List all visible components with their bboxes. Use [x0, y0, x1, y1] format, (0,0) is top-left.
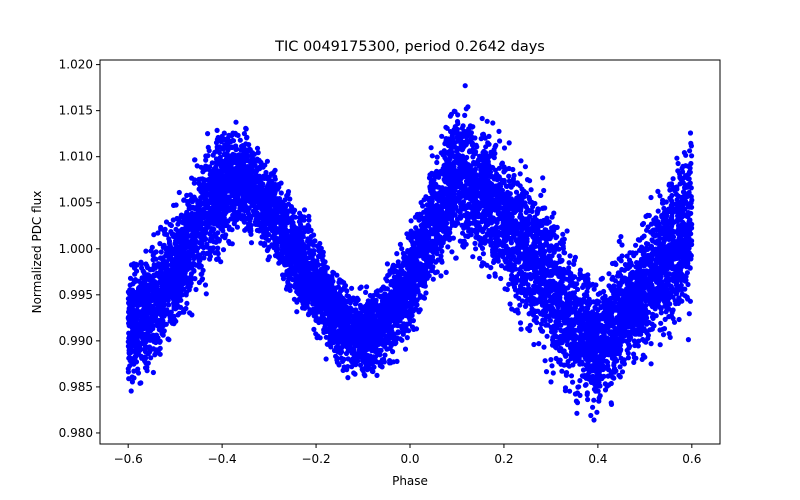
y-axis-label: Normalized PDC flux: [30, 191, 44, 314]
x-tick-label: −0.6: [114, 452, 143, 466]
y-tick-label: 1.020: [59, 58, 93, 72]
x-tick-label: 0.2: [494, 452, 513, 466]
y-tick-label: 0.990: [59, 334, 93, 348]
x-tick-label: 0.4: [588, 452, 607, 466]
x-tick-label: −0.4: [208, 452, 237, 466]
y-tick-label: 1.000: [59, 242, 93, 256]
x-axis-label: Phase: [392, 474, 428, 488]
data-points: [125, 83, 695, 423]
y-tick-label: 1.005: [59, 196, 93, 210]
y-tick-label: 0.980: [59, 426, 93, 440]
scatter-series: [125, 83, 695, 423]
y-tick-label: 0.995: [59, 288, 93, 302]
x-tick-label: 0.6: [682, 452, 701, 466]
chart-title: TIC 0049175300, period 0.2642 days: [274, 39, 545, 55]
y-tick-label: 0.985: [59, 380, 93, 394]
y-tick-label: 1.010: [59, 150, 93, 164]
y-tick-label: 1.015: [59, 104, 93, 118]
x-tick-label: 0.0: [400, 452, 419, 466]
x-axis: −0.6 −0.4 −0.2 0.0 0.2 0.4 0.6: [114, 444, 701, 466]
x-tick-label: −0.2: [301, 452, 330, 466]
y-axis: 0.980 0.985 0.990 0.995 1.000 1.005 1.010 1.015…: [59, 58, 100, 440]
